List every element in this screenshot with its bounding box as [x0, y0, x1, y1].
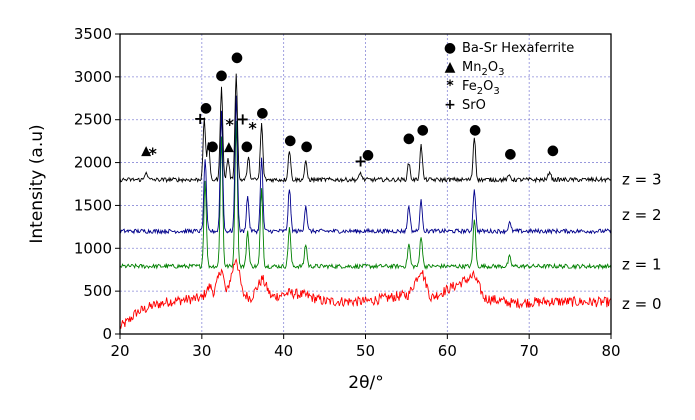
y-tick-label: 2000	[74, 154, 112, 172]
grid	[120, 34, 611, 334]
x-tick-label: 20	[110, 342, 129, 360]
legend: ● Ba-Sr Hexaferrite ▲ Mn2O3 * Fe2O3 + SrO	[444, 40, 574, 113]
x-tick-label: 30	[192, 342, 211, 360]
phase-marker: *	[248, 118, 257, 137]
series-line	[119, 73, 612, 184]
phase-marker: +	[236, 110, 249, 129]
ticks: 20 30 40 50 60 70 80 0 500 1000 1500 2000 2500 3000 35…	[74, 25, 621, 360]
x-axis-title: 2θ/°	[348, 373, 383, 393]
phase-marker: +	[193, 109, 206, 128]
legend-symbol: +	[444, 97, 456, 113]
phase-marker: *	[149, 144, 158, 163]
phase-marker: ●	[231, 49, 243, 65]
phase-marker: ●	[300, 138, 312, 154]
y-tick-label: 1000	[74, 239, 112, 257]
series-label: z = 3	[622, 171, 662, 189]
phase-marker: ●	[403, 131, 415, 147]
phase-marker: ●	[362, 147, 374, 163]
phase-marker: ●	[206, 138, 218, 154]
y-tick-label: 3000	[74, 68, 112, 86]
phase-marker: *	[225, 115, 234, 134]
phase-marker: ●	[504, 146, 516, 162]
phase-marker: ▲	[141, 144, 151, 159]
y-tick-label: 3500	[74, 25, 112, 43]
series-label: z = 2	[622, 206, 662, 224]
phase-marker: ●	[215, 67, 227, 83]
series-line	[119, 95, 612, 235]
legend-symbol: *	[446, 78, 454, 94]
series-layer	[119, 73, 612, 329]
phase-marker: ●	[417, 122, 429, 138]
phase-marker: ●	[241, 138, 253, 154]
y-tick-label: 1500	[74, 196, 112, 214]
y-tick-label: 2500	[74, 111, 112, 129]
y-axis-title: Intensity (a.u)	[27, 124, 47, 243]
y-tick-label: 500	[83, 282, 112, 300]
x-tick-label: 60	[438, 342, 457, 360]
series-labels: z = 3 z = 2 z = 1 z = 0	[622, 171, 662, 313]
series-line	[119, 120, 612, 270]
legend-label: Mn2O3	[462, 60, 504, 78]
phase-marker: +	[354, 152, 367, 171]
legend-label: SrO	[462, 98, 486, 113]
series-line	[119, 258, 612, 329]
legend-symbol: ●	[444, 40, 456, 56]
x-tick-label: 40	[274, 342, 293, 360]
legend-label: Ba-Sr Hexaferrite	[462, 41, 574, 56]
phase-marker: ●	[256, 105, 268, 121]
phase-marker: ●	[284, 132, 296, 148]
x-tick-label: 70	[520, 342, 539, 360]
legend-label: Fe2O3	[462, 79, 500, 97]
phase-marker: ●	[547, 143, 559, 159]
phase-marker: ▲	[224, 139, 234, 154]
series-label: z = 1	[622, 256, 662, 274]
y-tick-label: 0	[102, 325, 112, 343]
marker-layer: ●●●●●●● ●●●● ●● ●▲ ▲** *+ ++	[141, 49, 559, 170]
phase-marker: ●	[200, 100, 212, 116]
x-tick-label: 50	[356, 342, 375, 360]
x-tick-label: 80	[601, 342, 620, 360]
legend-symbol: ▲	[445, 59, 456, 75]
phase-marker: ●	[469, 122, 481, 138]
series-label: z = 0	[622, 295, 662, 313]
